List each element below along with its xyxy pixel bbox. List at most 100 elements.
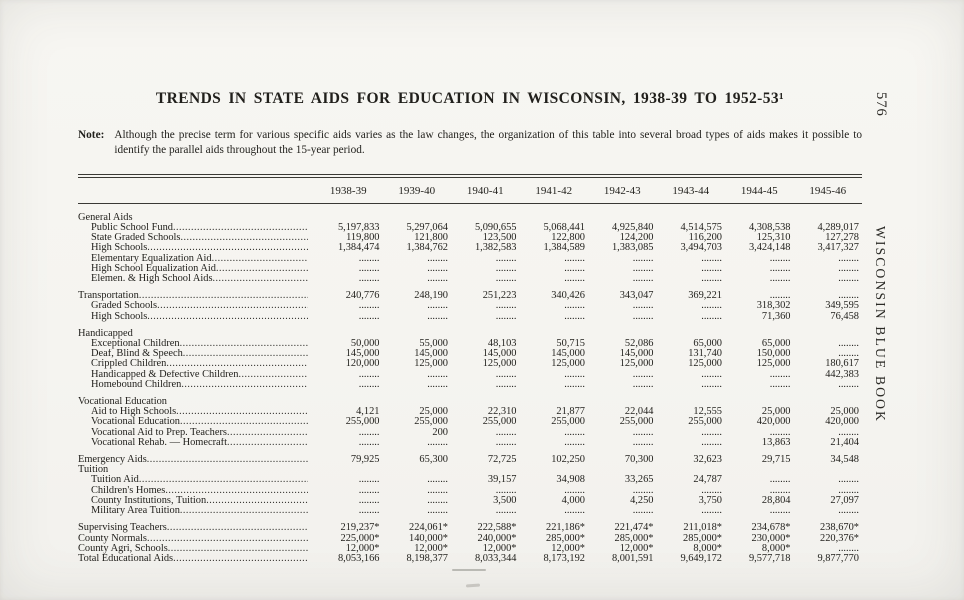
- table-row: Tuition Aid................ 39,157 34,908 3…: [78, 475, 862, 486]
- dot-leader: [147, 455, 308, 465]
- cell-value: 124,200: [619, 232, 654, 244]
- row-label: Vocational Aid to Prep. Teachers: [91, 427, 227, 438]
- cell-value: 369,221: [688, 290, 722, 302]
- cell-value: 4,289,017: [817, 222, 859, 234]
- cell-value: ........: [358, 252, 380, 264]
- cell-value: [451, 390, 520, 407]
- row-label: Graded Schools: [91, 301, 158, 312]
- dot-leader: [180, 233, 308, 243]
- cell-value: 240,776: [345, 290, 380, 302]
- cell-value: 29,715: [761, 454, 791, 466]
- cell-value: [314, 203, 383, 223]
- table-row: Emergency Aids 79,925 65,300 72,725 102,250 7…: [78, 448, 862, 465]
- cell-value: 125,000: [756, 358, 791, 370]
- cell-value: 3,424,148: [748, 242, 791, 254]
- table-row: Deaf, Blind & Speech 145,000 145,000 145,00…: [78, 348, 862, 360]
- cell-value: 225,000*: [340, 532, 380, 544]
- cell-value: 1,384,762: [406, 242, 448, 254]
- cell-value: ........: [495, 252, 517, 264]
- cell-value: 349,595: [825, 300, 859, 312]
- group-header-row: Vocational Education: [78, 390, 862, 407]
- cell-value: ........: [838, 252, 859, 264]
- dot-leader: [147, 312, 308, 322]
- row-label: Children's Homes: [91, 485, 166, 496]
- cell-value: 12,000*: [482, 542, 517, 554]
- cell-value: 79,925: [350, 454, 380, 466]
- dot-leader: [180, 417, 308, 427]
- cell-value: ........: [427, 368, 448, 380]
- table-row: Military Area Tuition...................…: [78, 505, 862, 517]
- row-label: Total Educational Aids: [78, 553, 174, 564]
- cell-value: ........: [632, 368, 654, 380]
- note-label: Note:: [78, 129, 105, 141]
- dot-leader: [227, 438, 308, 448]
- row-label: County Normals: [78, 533, 147, 544]
- dot-leader: [166, 359, 308, 369]
- cell-value: 3,494,703: [680, 242, 722, 254]
- table-row: Elemen. & High School Aids..............…: [78, 273, 862, 285]
- cell-value: ........: [701, 378, 722, 390]
- table-row: Children's Homes........................…: [78, 484, 862, 496]
- cell-value: ........: [769, 378, 791, 390]
- cell-value: ........: [632, 378, 654, 390]
- cell-value: 4,925,840: [611, 222, 654, 234]
- cell-value: 71,360: [761, 310, 791, 322]
- cell-value: [520, 390, 589, 407]
- cell-value: ........: [701, 300, 722, 312]
- cell-value: ........: [701, 368, 722, 380]
- cell-value: 238,670*: [820, 522, 859, 534]
- page-content: TRENDS IN STATE AIDS FOR EDUCATION IN WI…: [78, 90, 862, 564]
- cell-value: 230,000*: [751, 532, 791, 544]
- cell-value: 116,200: [688, 232, 722, 244]
- cell-value: ........: [358, 310, 380, 322]
- cell-value: ........: [632, 436, 654, 448]
- table-row: County Normals 225,000* 140,000* 240,000* 28…: [78, 532, 862, 544]
- cell-value: 255,000: [688, 416, 722, 428]
- dot-leader: [181, 380, 308, 390]
- cell-value: 72,725: [487, 454, 517, 466]
- row-label: Deaf, Blind & Speech: [91, 349, 183, 360]
- cell-value: 8,053,166: [337, 552, 380, 564]
- cell-value: [657, 390, 726, 407]
- table-row: Homebound Children......................…: [78, 378, 862, 390]
- dot-leader: [212, 254, 308, 264]
- cell-value: 4,514,575: [680, 222, 722, 234]
- cell-value: ........: [564, 426, 585, 438]
- row-label: Crippled Children: [91, 359, 167, 370]
- cell-value: 65,300: [419, 454, 448, 466]
- cell-value: ........: [701, 262, 722, 274]
- cell-value: 65,000: [693, 338, 722, 350]
- cell-value: ........: [838, 273, 859, 285]
- row-label: Tuition Aid: [91, 475, 139, 486]
- cell-value: ........: [769, 290, 791, 302]
- cell-value: 8,000*: [761, 542, 791, 554]
- cell-value: [520, 203, 589, 223]
- cell-value: 4,250: [630, 494, 654, 506]
- note-text: Although the precise term for various sp…: [114, 129, 862, 156]
- cell-value: 200: [432, 426, 448, 438]
- cell-value: 255,000: [414, 416, 448, 428]
- cell-value: 50,000: [350, 338, 380, 350]
- cell-value: ........: [358, 300, 380, 312]
- row-label: Public School Fund: [91, 223, 173, 234]
- cell-value: ........: [769, 484, 791, 496]
- row-label: Vocational Education: [91, 417, 180, 428]
- row-label: Transportation: [78, 291, 139, 302]
- cell-value: ........: [564, 252, 585, 264]
- cell-value: [725, 322, 794, 339]
- cell-value: 52,086: [624, 338, 654, 350]
- cell-value: 343,047: [619, 290, 654, 302]
- cell-value: [314, 322, 383, 339]
- cell-value: ........: [701, 252, 722, 264]
- cell-value: ........: [495, 310, 517, 322]
- cell-value: 420,000: [756, 416, 791, 428]
- cell-value: [588, 390, 657, 407]
- group-header-row: General Aids: [78, 203, 862, 223]
- cell-value: 12,000*: [414, 542, 448, 554]
- cell-value: ........: [427, 436, 448, 448]
- cell-value: 4,308,538: [748, 222, 791, 234]
- cell-value: 25,000: [419, 406, 448, 418]
- cell-value: ........: [632, 505, 654, 517]
- cell-value: 120,000: [345, 358, 380, 370]
- cell-value: 140,000*: [409, 532, 448, 544]
